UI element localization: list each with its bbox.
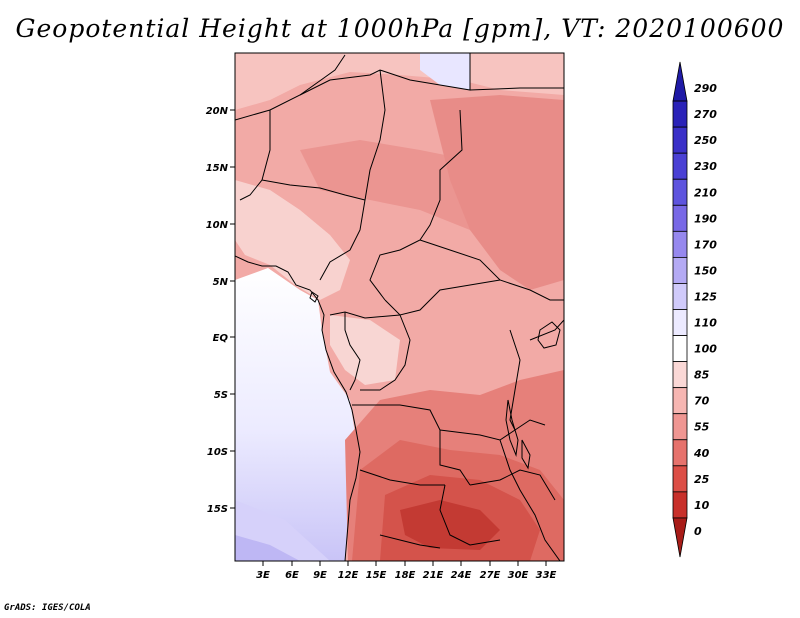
colorbar-label: 70	[694, 395, 710, 408]
map-plot-area	[235, 53, 564, 561]
latitude-axis: 20N 15N 10N 5N EQ 5S 10S 15S	[206, 106, 235, 515]
colorbar-swatch	[672, 387, 688, 415]
colorbar-swatch	[672, 178, 688, 206]
lon-label: 18E	[395, 570, 416, 581]
congo-coast-light-zone	[330, 315, 400, 385]
colorbar-swatch	[672, 283, 688, 310]
colorbar-label: 150	[694, 264, 717, 277]
colorbar-swatch	[672, 413, 688, 441]
colorbar-swatch	[672, 61, 688, 102]
colorbar-swatch	[672, 152, 688, 180]
ocean-lowest-zone	[235, 535, 300, 561]
west-coastal-light-zone	[235, 180, 350, 300]
colorbar-swatch	[672, 100, 688, 128]
colorbar-swatch	[672, 256, 688, 284]
colorbar-swatch	[672, 204, 688, 232]
colorbar-swatch	[672, 491, 688, 519]
colorbar-label: 270	[694, 108, 717, 121]
colorbar-swatch	[672, 465, 688, 493]
colorbar-swatch	[672, 517, 688, 558]
north-light-zone	[235, 53, 564, 110]
lon-label: 3E	[256, 570, 270, 581]
lat-label: 15N	[206, 163, 229, 174]
colorbar-label: 230	[694, 160, 717, 173]
lon-label: 12E	[338, 570, 359, 581]
map-title: Geopotential Height at 1000hPa [gpm], VT…	[15, 14, 785, 43]
lat-label: 5N	[213, 277, 229, 288]
lon-label: 15E	[366, 570, 387, 581]
colorbar-swatch	[672, 361, 688, 389]
lon-label: 27E	[480, 570, 501, 581]
country-borders	[235, 53, 564, 561]
longitude-axis: 3E 6E 9E 12E 15E 18E 21E 24E 27E 30E 33E	[256, 561, 557, 581]
lon-label: 24E	[451, 570, 472, 581]
colorbar-swatch	[672, 309, 688, 336]
coastline	[235, 255, 361, 561]
colorbar-label: 170	[694, 238, 717, 251]
colorbar-label: 10	[694, 499, 710, 512]
colorbar-swatch	[672, 126, 688, 154]
south-darkest-zone	[400, 500, 500, 550]
lat-label: 5S	[214, 390, 228, 401]
lat-label: 10S	[207, 447, 228, 458]
colorbar-label: 210	[694, 186, 717, 199]
map-frame	[234, 52, 565, 562]
credit-text: GrADS: IGES/COLA	[4, 603, 91, 613]
colorbar-label: 25	[694, 473, 710, 486]
ocean-shading	[235, 268, 360, 561]
lat-label: 20N	[206, 106, 229, 117]
lat-label: 10N	[206, 220, 229, 231]
colorbar-label: 55	[694, 421, 710, 434]
colorbar-swatch	[672, 439, 688, 467]
lat-label: EQ	[213, 333, 229, 344]
colorbar-label: 290	[694, 82, 717, 95]
lon-label: 33E	[536, 570, 557, 581]
lon-label: 9E	[313, 570, 327, 581]
lon-label: 30E	[508, 570, 529, 581]
colorbar-label: 0	[694, 525, 702, 538]
lat-label: 15S	[207, 504, 228, 515]
colorbar-label: 100	[694, 343, 717, 356]
colorbar-label: 125	[694, 290, 717, 303]
colorbar-label: 110	[694, 317, 717, 330]
colorbar-swatch	[672, 230, 688, 258]
colorbar-label: 190	[694, 212, 717, 225]
colorbar: 2902702502302101901701501251101008570554…	[672, 61, 717, 558]
colorbar-swatch	[672, 335, 688, 363]
colorbar-label: 85	[694, 369, 710, 382]
colorbar-label: 40	[693, 447, 710, 460]
lon-label: 6E	[285, 570, 299, 581]
lakes	[309, 291, 561, 470]
lon-label: 21E	[423, 570, 444, 581]
east-highland-zone	[430, 95, 564, 290]
colorbar-label: 250	[694, 134, 717, 147]
north-blue-patch	[420, 53, 470, 90]
